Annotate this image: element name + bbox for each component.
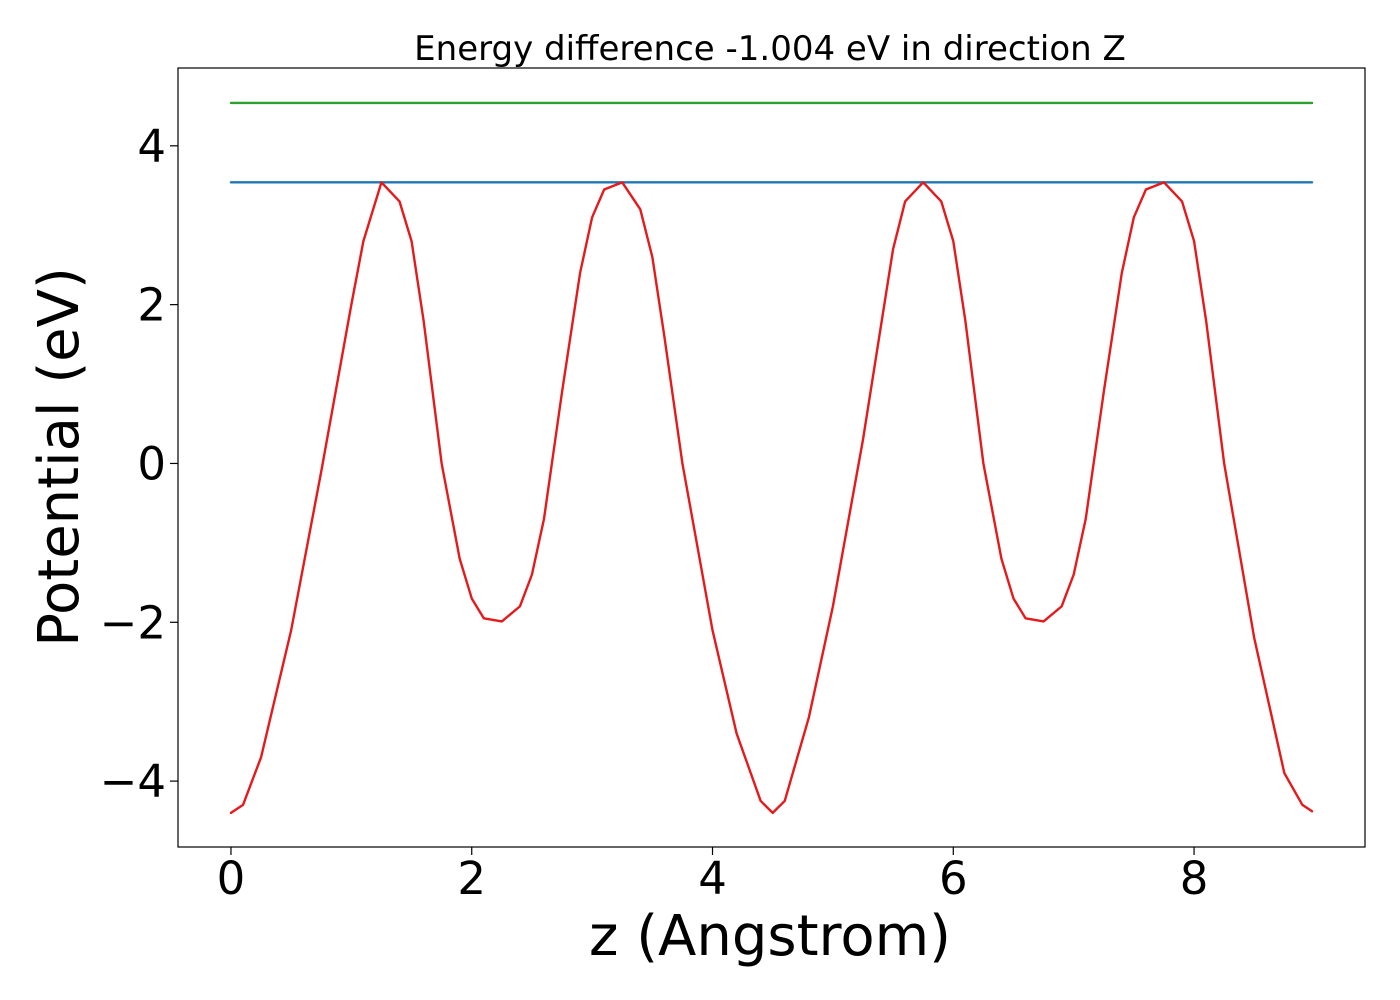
x-tick-label: 2 (457, 852, 486, 905)
y-tick-label: 0 (137, 437, 166, 490)
x-tick-label: 4 (698, 852, 727, 905)
y-tick-label: −2 (100, 596, 166, 649)
x-axis-label: z (Angstrom) (589, 904, 951, 969)
x-tick-label: 6 (939, 852, 968, 905)
x-tick-label: 8 (1180, 852, 1209, 905)
series-line-3 (229, 181, 1314, 815)
chart-title: Energy difference -1.004 eV in direction… (414, 29, 1126, 69)
y-tick-label: 2 (137, 279, 166, 332)
plot-frame (177, 67, 1366, 848)
x-tick-label: 0 (217, 852, 246, 905)
y-tick-label: 4 (137, 120, 166, 173)
y-tick-label: −4 (100, 755, 166, 808)
plot-series (229, 101, 1314, 815)
y-axis-label: Potential (eV) (27, 267, 92, 647)
x-axis-ticks: 0 2 4 6 8 (217, 847, 1209, 905)
y-axis-ticks: −4 −2 0 2 4 (100, 120, 178, 808)
